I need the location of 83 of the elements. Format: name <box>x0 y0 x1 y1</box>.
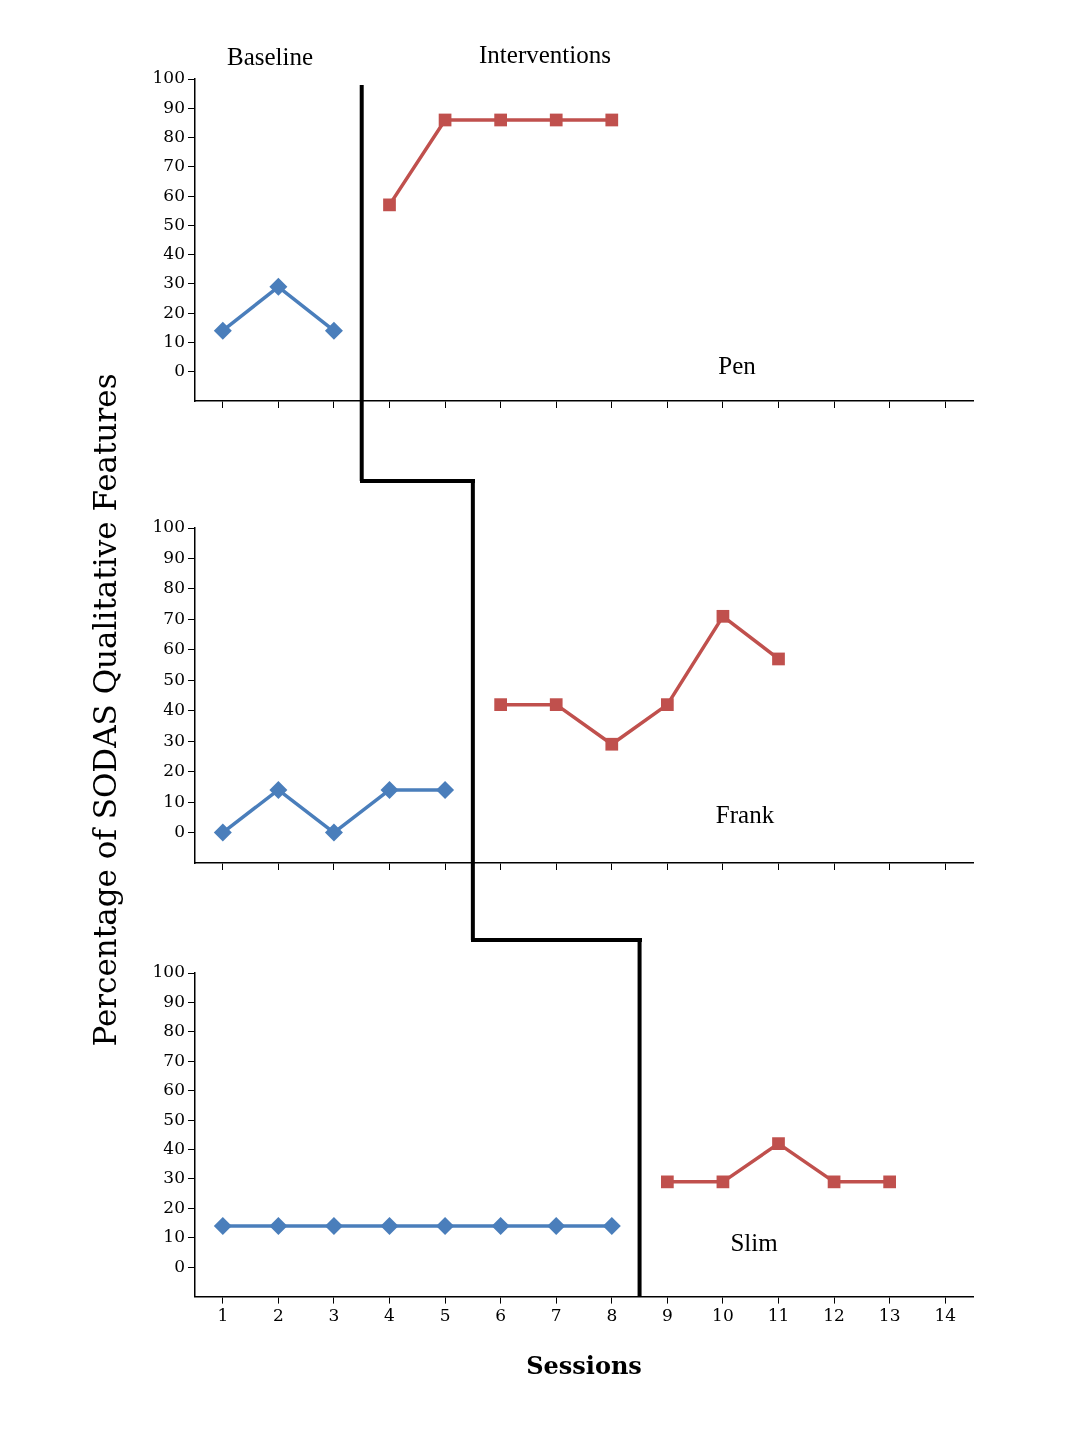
point <box>605 113 619 127</box>
point <box>380 780 399 799</box>
y-tick-label: 80 <box>163 577 185 598</box>
y-tick-label: 70 <box>163 607 185 628</box>
y-tick-label: 50 <box>163 1108 185 1129</box>
y-tick-label: 80 <box>163 125 185 146</box>
x-tick-label: 6 <box>495 1305 507 1326</box>
point <box>549 113 563 127</box>
y-tick-label: 40 <box>163 699 185 720</box>
x-tick-label: 7 <box>550 1305 562 1326</box>
point <box>213 823 232 842</box>
y-tick-label: 30 <box>163 1167 185 1188</box>
point <box>213 1217 232 1235</box>
point <box>324 321 343 340</box>
y-tick-label: 0 <box>174 360 185 381</box>
point <box>660 698 674 711</box>
x-tick-label: 2 <box>272 1305 284 1326</box>
y-tick-label: 50 <box>163 668 185 689</box>
point <box>605 737 619 751</box>
point <box>491 1217 510 1235</box>
point <box>269 780 288 799</box>
y-tick-label: 80 <box>163 1020 185 1041</box>
x-tick-label: 10 <box>712 1305 734 1326</box>
y-tick-label: 10 <box>163 1226 185 1247</box>
y-tick-label: 100 <box>152 516 185 537</box>
y-tick-label: 40 <box>163 1137 185 1158</box>
y-tick-label: 30 <box>163 272 185 293</box>
point <box>213 321 232 340</box>
y-tick-label: 100 <box>152 67 185 88</box>
point <box>436 1217 455 1235</box>
y-tick-label: 0 <box>174 1255 185 1276</box>
y-tick-label: 90 <box>163 546 185 567</box>
y-tick-label: 60 <box>163 638 185 659</box>
text: Interventions <box>479 41 611 69</box>
point <box>269 277 288 296</box>
x-tick-label: 14 <box>934 1305 957 1326</box>
annotation: Pen <box>718 352 756 380</box>
x-tick-label: 8 <box>606 1305 618 1326</box>
y-tick-label: 50 <box>163 213 185 234</box>
y-axis-title: Percentage of SODAS Qualitative Features <box>87 373 123 1047</box>
point <box>549 698 563 711</box>
x-tick-label: 11 <box>767 1305 790 1326</box>
point <box>602 1217 621 1235</box>
point <box>380 1217 399 1235</box>
point <box>883 1175 897 1189</box>
x-axis-title: Sessions <box>526 1350 642 1380</box>
x-tick-label: 5 <box>439 1305 451 1326</box>
point <box>494 113 508 127</box>
y-tick-label: 10 <box>163 790 185 811</box>
y-tick-label: 70 <box>163 1049 185 1070</box>
y-tick-label: 70 <box>163 155 185 176</box>
point <box>324 823 343 842</box>
x-tick-label: 4 <box>384 1305 395 1326</box>
y-tick-label: 100 <box>152 961 185 982</box>
point <box>660 1175 674 1189</box>
point <box>716 609 730 623</box>
x-tick-label: 13 <box>878 1305 901 1326</box>
y-tick-label: 20 <box>163 760 185 781</box>
point <box>772 652 785 666</box>
y-tick-label: 60 <box>163 184 185 205</box>
point <box>269 1217 288 1235</box>
point <box>436 780 455 799</box>
y-tick-label: 30 <box>163 729 185 750</box>
y-tick-label: 60 <box>163 1079 185 1100</box>
x-tick-label: 9 <box>661 1305 673 1326</box>
point <box>383 198 396 212</box>
y-tick-label: 0 <box>174 820 185 841</box>
y-tick-label: 20 <box>163 301 185 322</box>
y-tick-label: 10 <box>163 330 185 351</box>
y-tick-label: 40 <box>163 243 185 264</box>
x-tick-label: 1 <box>217 1305 229 1326</box>
annotation: Frank <box>715 801 775 829</box>
point <box>494 698 508 711</box>
y-tick-label: 20 <box>163 1196 185 1217</box>
x-tick-label: 12 <box>823 1305 845 1326</box>
point <box>547 1217 566 1235</box>
y-tick-label: 90 <box>163 990 185 1011</box>
annotation: Slim <box>730 1229 778 1257</box>
x-tick-label: 3 <box>328 1305 340 1326</box>
text: Baseline <box>226 43 314 71</box>
point <box>772 1137 785 1150</box>
point <box>324 1217 343 1235</box>
y-tick-label: 90 <box>163 96 185 117</box>
